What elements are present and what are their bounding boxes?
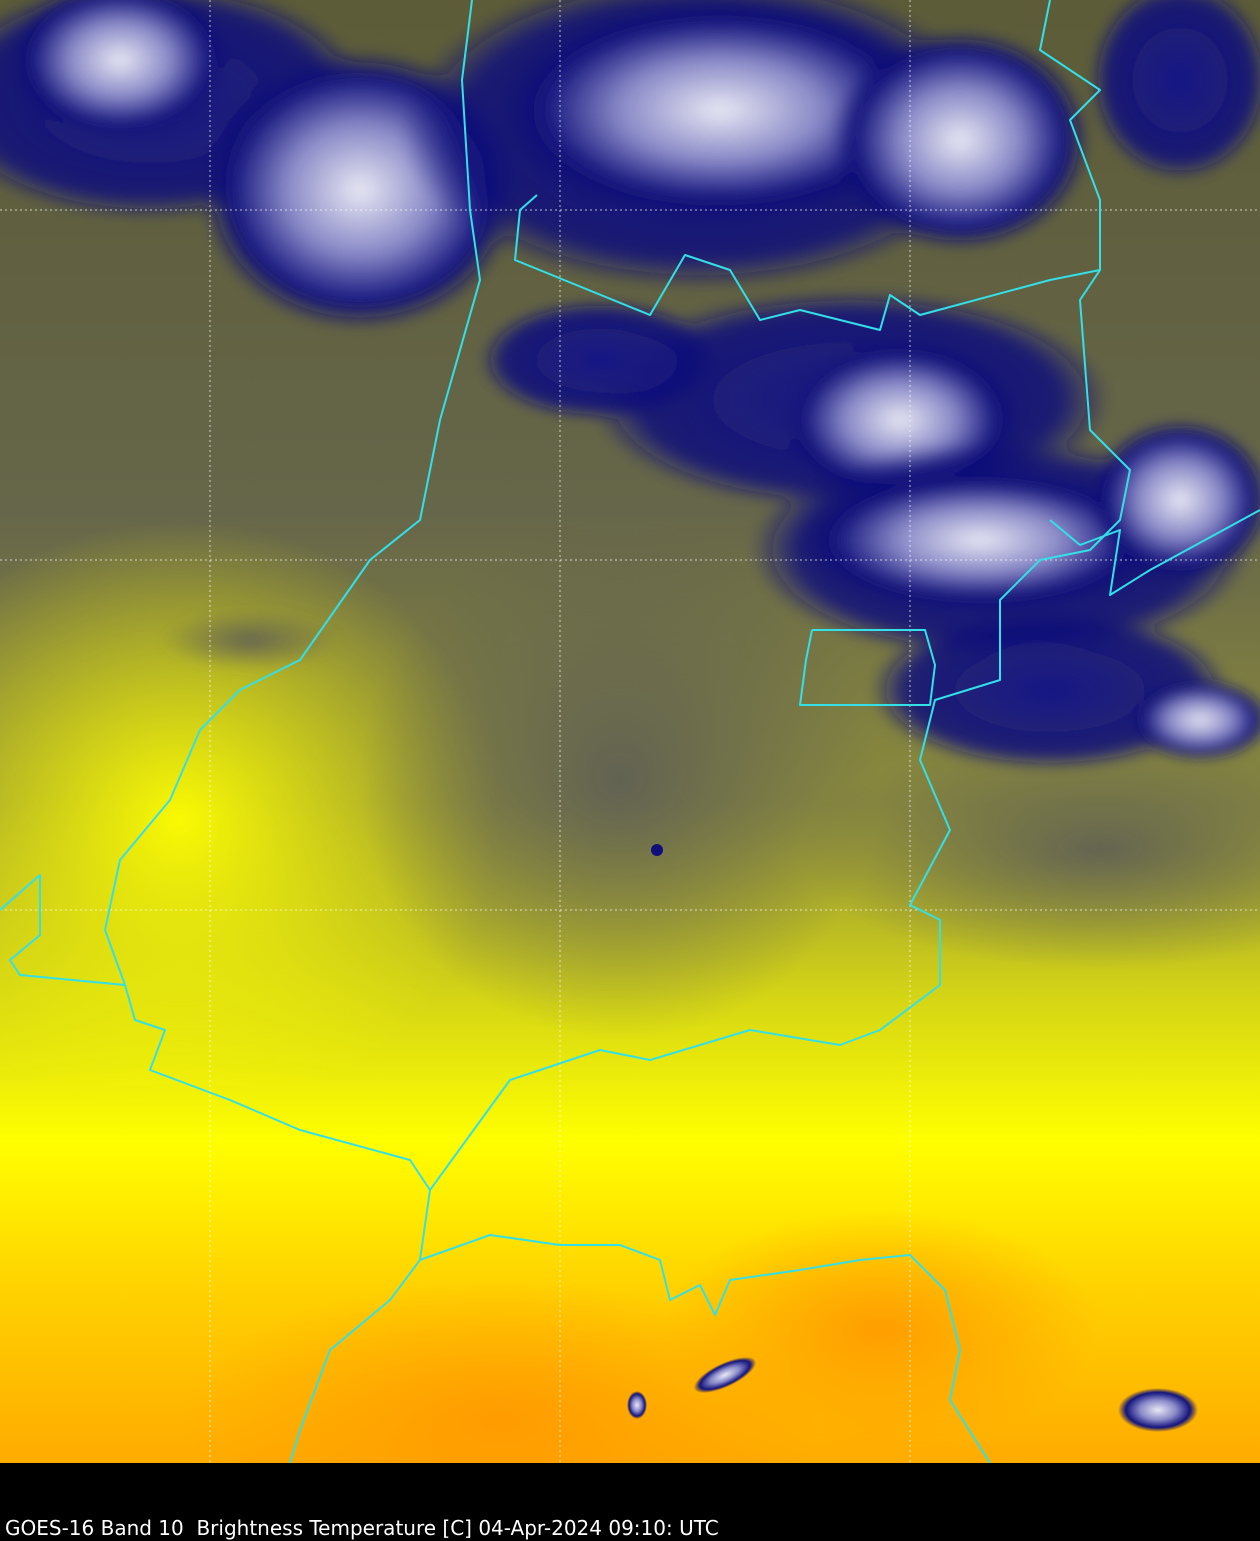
caption-bar <box>0 1463 1260 1540</box>
caption: GOES-16 Band 10 Brightness Temperature [… <box>5 1516 719 1540</box>
satellite-image <box>0 0 1260 1463</box>
